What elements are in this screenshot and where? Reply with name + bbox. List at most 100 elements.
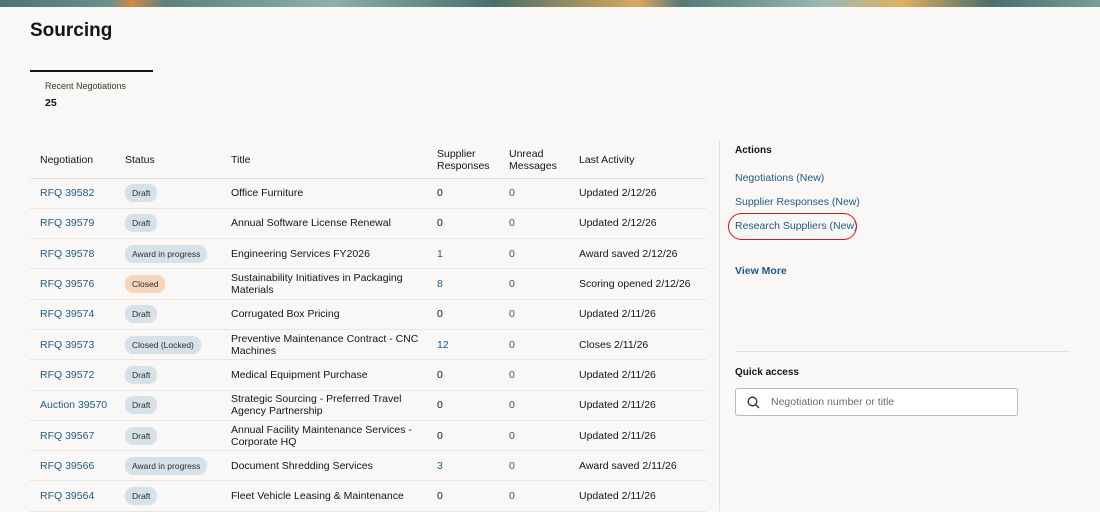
supplier-responses[interactable]: 1 bbox=[437, 247, 443, 260]
quick-access-search[interactable] bbox=[735, 388, 1018, 416]
last-activity: Award saved 2/12/26 bbox=[579, 247, 678, 260]
negotiation-title: Corrugated Box Pricing bbox=[231, 308, 340, 321]
metric-tab-indicator bbox=[30, 70, 153, 72]
metric-label[interactable]: Recent Negotiations bbox=[45, 81, 127, 91]
supplier-responses[interactable]: 12 bbox=[437, 338, 449, 351]
unread-messages[interactable]: 0 bbox=[509, 490, 515, 503]
negotiation-link[interactable]: RFQ 39572 bbox=[40, 368, 95, 381]
negotiation-title: Annual Facility Maintenance Services - C… bbox=[231, 423, 412, 448]
last-activity: Updated 2/11/26 bbox=[579, 308, 656, 321]
status-badge: Draft bbox=[125, 487, 158, 506]
supplier-responses: 0 bbox=[437, 490, 443, 503]
status-badge: Draft bbox=[125, 214, 158, 233]
last-activity: Updated 2/11/26 bbox=[579, 429, 656, 442]
supplier-responses: 0 bbox=[437, 399, 443, 412]
status-badge: Award in progress bbox=[125, 244, 208, 263]
negotiations-table: Negotiation Status Title Supplier Responses… bbox=[30, 143, 706, 512]
negotiation-title: Sustainability Initiatives in Packaging … bbox=[231, 272, 403, 297]
unread-messages[interactable]: 0 bbox=[509, 368, 515, 381]
last-activity: Updated 2/11/26 bbox=[579, 399, 656, 412]
negotiation-title: Office Furniture bbox=[231, 187, 304, 200]
negotiation-link[interactable]: RFQ 39564 bbox=[40, 490, 95, 503]
table-row: RFQ 39564 Draft Fleet Vehicle Leasing & … bbox=[30, 480, 706, 512]
metric-value: 25 bbox=[45, 97, 57, 109]
column-header[interactable]: Supplier Responses bbox=[427, 143, 499, 179]
unread-messages[interactable]: 0 bbox=[509, 278, 515, 291]
unread-messages[interactable]: 0 bbox=[509, 429, 515, 442]
status-badge: Closed bbox=[125, 275, 166, 294]
negotiation-link[interactable]: RFQ 39573 bbox=[40, 338, 95, 351]
negotiation-title: Medical Equipment Purchase bbox=[231, 368, 368, 381]
unread-messages[interactable]: 0 bbox=[509, 308, 515, 321]
last-activity: Updated 2/11/26 bbox=[579, 490, 656, 503]
status-badge: Closed (Locked) bbox=[125, 335, 201, 354]
table-row: RFQ 39566 Award in progress Document Shr… bbox=[30, 450, 706, 482]
table-row: RFQ 39576 Closed Sustainability Initiati… bbox=[30, 268, 706, 300]
column-header[interactable]: Title bbox=[221, 143, 427, 179]
negotiation-title: Strategic Sourcing - Preferred Travel Ag… bbox=[231, 393, 402, 418]
supplier-responses: 0 bbox=[437, 368, 443, 381]
negotiation-link[interactable]: Auction 39570 bbox=[40, 399, 108, 412]
negotiation-link[interactable]: RFQ 39567 bbox=[40, 429, 95, 442]
unread-messages[interactable]: 0 bbox=[509, 459, 515, 472]
page-title: Sourcing bbox=[30, 20, 113, 41]
action-research-suppliers-new[interactable]: Research Suppliers (New) bbox=[735, 220, 858, 232]
unread-messages[interactable]: 0 bbox=[509, 217, 515, 230]
section-divider bbox=[735, 351, 1070, 352]
table-row: RFQ 39573 Closed (Locked) Preventive Mai… bbox=[30, 329, 706, 361]
negotiation-title: Annual Software License Renewal bbox=[231, 217, 391, 230]
supplier-responses[interactable]: 3 bbox=[437, 459, 443, 472]
table-row: RFQ 39574 Draft Corrugated Box Pricing 0… bbox=[30, 299, 706, 330]
negotiation-link[interactable]: RFQ 39574 bbox=[40, 308, 95, 321]
supplier-responses[interactable]: 8 bbox=[437, 278, 443, 291]
unread-messages[interactable]: 0 bbox=[509, 338, 515, 351]
last-activity: Updated 2/11/26 bbox=[579, 368, 656, 381]
negotiation-link[interactable]: RFQ 39579 bbox=[40, 217, 95, 230]
highlight-annotation bbox=[728, 213, 857, 240]
panel-divider bbox=[719, 140, 720, 511]
negotiation-title: Preventive Maintenance Contract - CNC Ma… bbox=[231, 332, 419, 357]
search-icon bbox=[747, 396, 760, 408]
status-badge: Draft bbox=[125, 396, 158, 415]
supplier-responses: 0 bbox=[437, 308, 443, 321]
column-header[interactable]: Last Activity bbox=[569, 143, 706, 179]
unread-messages[interactable]: 0 bbox=[509, 187, 515, 200]
view-more-link[interactable]: View More bbox=[735, 265, 787, 277]
unread-messages[interactable]: 0 bbox=[509, 247, 515, 260]
status-badge: Draft bbox=[125, 305, 158, 324]
column-header[interactable]: Negotiation bbox=[30, 143, 115, 179]
table-row: RFQ 39567 Draft Annual Facility Maintena… bbox=[30, 420, 706, 452]
negotiation-title: Document Shredding Services bbox=[231, 459, 373, 472]
status-badge: Draft bbox=[125, 184, 158, 203]
negotiation-link[interactable]: RFQ 39566 bbox=[40, 459, 95, 472]
supplier-responses: 0 bbox=[437, 429, 443, 442]
actions-title: Actions bbox=[735, 145, 772, 156]
last-activity: Updated 2/12/26 bbox=[579, 217, 657, 230]
negotiation-title: Fleet Vehicle Leasing & Maintenance bbox=[231, 490, 404, 503]
supplier-responses: 0 bbox=[437, 217, 443, 230]
action-negotiations-new[interactable]: Negotiations (New) bbox=[735, 172, 825, 184]
column-header[interactable]: Status bbox=[115, 143, 221, 179]
last-activity: Updated 2/12/26 bbox=[579, 187, 657, 200]
unread-messages[interactable]: 0 bbox=[509, 399, 515, 412]
negotiation-title: Engineering Services FY2026 bbox=[231, 247, 370, 260]
quick-access-title: Quick access bbox=[735, 367, 799, 378]
table-row: RFQ 39579 Draft Annual Software License … bbox=[30, 208, 706, 240]
table-row: RFQ 39582 Draft Office Furniture 0 0 Upd… bbox=[30, 178, 706, 209]
column-header[interactable]: Unread Messages bbox=[499, 143, 569, 179]
search-input[interactable] bbox=[771, 396, 1001, 408]
table-row: RFQ 39572 Draft Medical Equipment Purcha… bbox=[30, 359, 706, 391]
negotiation-link[interactable]: RFQ 39582 bbox=[40, 187, 95, 200]
table-row: RFQ 39578 Award in progress Engineering … bbox=[30, 238, 706, 270]
status-badge: Draft bbox=[125, 426, 158, 445]
negotiation-link[interactable]: RFQ 39578 bbox=[40, 247, 95, 260]
status-badge: Draft bbox=[125, 365, 158, 384]
negotiation-link[interactable]: RFQ 39576 bbox=[40, 278, 95, 291]
table-row: Auction 39570 Draft Strategic Sourcing -… bbox=[30, 390, 706, 421]
last-activity: Scoring opened 2/12/26 bbox=[579, 278, 691, 291]
action-supplier-responses-new[interactable]: Supplier Responses (New) bbox=[735, 196, 860, 208]
header-banner bbox=[0, 0, 1100, 7]
last-activity: Closes 2/11/26 bbox=[579, 338, 649, 351]
status-badge: Award in progress bbox=[125, 456, 208, 475]
last-activity: Award saved 2/11/26 bbox=[579, 459, 677, 472]
